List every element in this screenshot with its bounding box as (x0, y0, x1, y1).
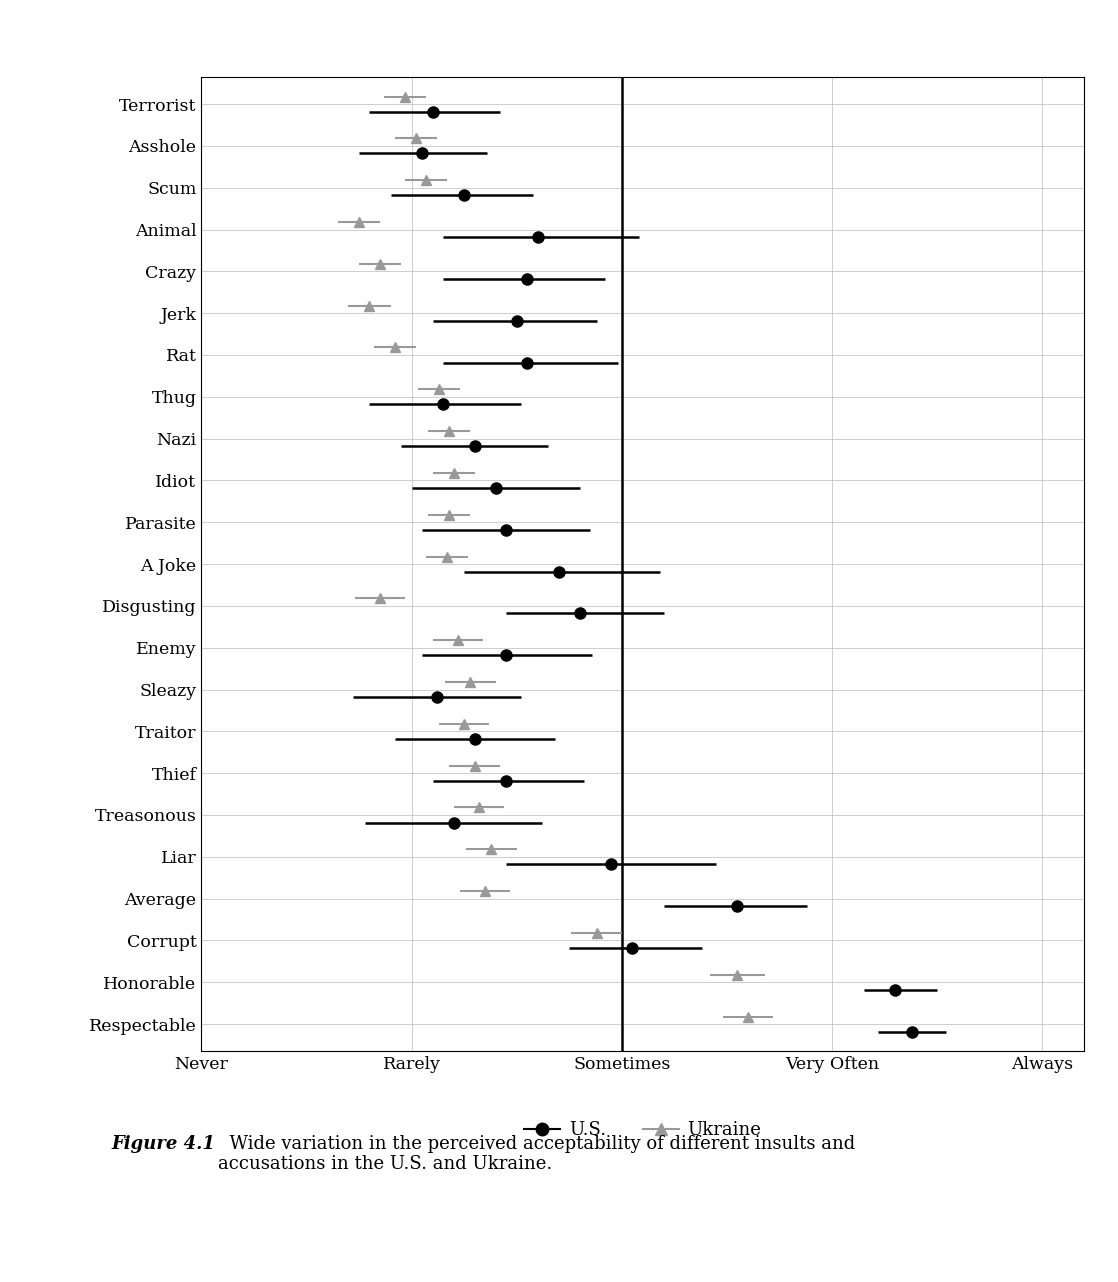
Legend: U.S., Ukraine: U.S., Ukraine (517, 1114, 769, 1146)
Text: Wide variation in the perceived acceptability of different insults and
accusatio: Wide variation in the perceived acceptab… (218, 1135, 855, 1173)
Text: Figure 4.1: Figure 4.1 (112, 1135, 216, 1153)
